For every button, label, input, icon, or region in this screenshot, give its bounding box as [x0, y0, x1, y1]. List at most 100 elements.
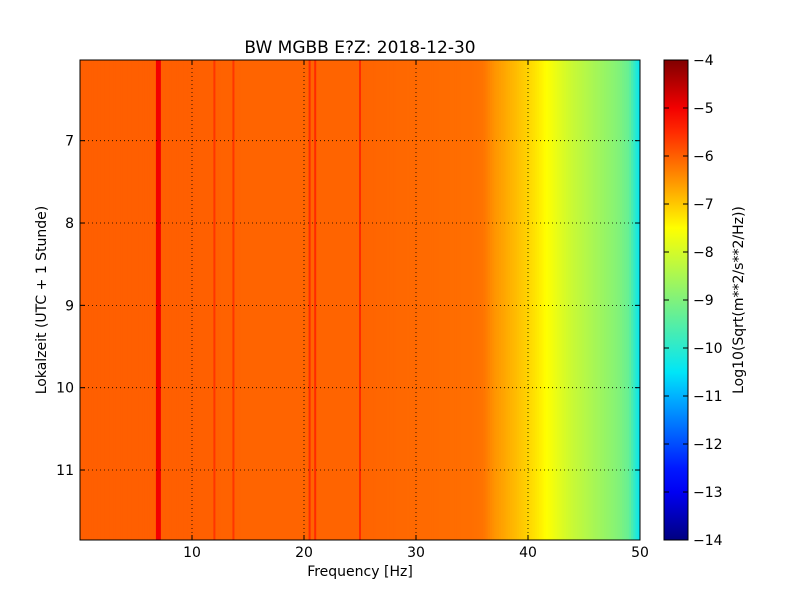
heatmap-cell	[463, 60, 466, 540]
heatmap-cell	[272, 60, 276, 540]
heatmap-cell	[124, 60, 128, 540]
heatmap-cell	[84, 60, 88, 540]
heatmap-cell	[498, 60, 502, 540]
heatmap-cell	[534, 60, 538, 540]
colorbar-tick-label: −10	[693, 341, 723, 357]
heatmap-cell	[142, 60, 146, 540]
heatmap-cell	[330, 60, 334, 540]
heatmap-cell	[601, 60, 605, 540]
heatmap-cell	[353, 60, 357, 540]
heatmap-cell	[572, 60, 576, 540]
heatmap-cell	[617, 60, 621, 540]
heatmap-cell	[93, 60, 97, 540]
heatmap-cell	[263, 60, 267, 540]
colorbar-label: Log10(Sqrt(m**2/s**2/Hz))	[731, 206, 747, 394]
heatmap-cell	[339, 60, 343, 540]
colorbar-tick-label: −13	[693, 485, 723, 501]
heatmap-cell	[619, 60, 623, 540]
heatmap-cell	[306, 60, 310, 540]
heatmap-cell	[608, 60, 612, 540]
heatmap-cell	[631, 60, 634, 540]
heatmap-cell	[250, 60, 254, 540]
colorbar-tick-label: −12	[693, 437, 723, 453]
spectral-line	[359, 60, 361, 540]
heatmap-cell	[575, 60, 578, 540]
heatmap-cell	[344, 60, 348, 540]
heatmap-cell	[319, 60, 323, 540]
heatmap-cell	[192, 60, 195, 540]
heatmap-cell	[622, 60, 625, 540]
heatmap-cell	[86, 60, 90, 540]
heatmap-cell	[279, 60, 283, 540]
heatmap-cell	[290, 60, 294, 540]
heatmap-cell	[310, 60, 314, 540]
heatmap-cell	[106, 60, 110, 540]
heatmap-cell	[548, 60, 551, 540]
heatmap-cell	[180, 60, 184, 540]
heatmap-cell	[120, 60, 124, 540]
heatmap-cell	[111, 60, 115, 540]
heatmap-cell	[176, 60, 180, 540]
x-tick-label: 30	[407, 545, 425, 561]
heatmap-cell	[559, 60, 563, 540]
heatmap-cell	[554, 60, 558, 540]
heatmap-cell	[281, 60, 285, 540]
colorbar-tick-label: −4	[693, 53, 714, 69]
heatmap-cell	[489, 60, 493, 540]
heatmap-cell	[333, 60, 336, 540]
heatmap-cell	[104, 60, 108, 540]
heatmap-cell	[95, 60, 99, 540]
colorbar-ticks: −4 −5 −6 −7 −8 −9 −10 −11 −12 −13 −14	[664, 53, 723, 549]
heatmap-cell	[301, 60, 305, 540]
heatmap-cell	[136, 60, 139, 540]
heatmap-cell	[254, 60, 258, 540]
heatmap-cell	[80, 60, 83, 540]
heatmap-cell	[539, 60, 543, 540]
heatmap-cell	[205, 60, 209, 540]
heatmap-cell	[512, 60, 516, 540]
heatmap-cell	[433, 60, 437, 540]
heatmap-cell	[541, 60, 545, 540]
heatmap-cell	[239, 60, 242, 540]
heatmap-cell	[478, 60, 482, 540]
heatmap-cell	[221, 60, 224, 540]
heatmap-cell	[563, 60, 567, 540]
heatmap-cell	[523, 60, 527, 540]
spectral-line	[232, 60, 235, 540]
y-tick-label: 9	[65, 298, 74, 314]
heatmap-cell	[375, 60, 379, 540]
spectral-line	[213, 60, 216, 540]
heatmap-cell	[476, 60, 480, 540]
heatmap-cell	[590, 60, 594, 540]
heatmap-cell	[626, 60, 630, 540]
heatmap-cell	[436, 60, 439, 540]
grid-lines	[80, 60, 640, 540]
heatmap-cell	[178, 60, 182, 540]
heatmap-cell	[236, 60, 240, 540]
heatmap-cell	[346, 60, 350, 540]
heatmap-cell	[402, 60, 406, 540]
heatmap-cell	[252, 60, 256, 540]
heatmap-cell	[637, 60, 640, 540]
heatmap-cell	[187, 60, 191, 540]
heatmap-cell	[485, 60, 489, 540]
heatmap-cell	[584, 60, 587, 540]
x-tick-label: 40	[519, 545, 537, 561]
colorbar: −4 −5 −6 −7 −8 −9 −10 −11 −12 −13 −14	[663, 53, 723, 549]
heatmap-cell	[183, 60, 186, 540]
y-tick-label: 10	[56, 381, 74, 397]
heatmap-cell	[581, 60, 585, 540]
heatmap-cell	[474, 60, 478, 540]
heatmap-cell	[597, 60, 601, 540]
heatmap-cell	[386, 60, 390, 540]
heatmap-cell	[384, 60, 388, 540]
heatmap-cell	[407, 60, 410, 540]
heatmap-cell	[492, 60, 495, 540]
heatmap-cell	[167, 60, 171, 540]
heatmap-cell	[456, 60, 460, 540]
colorbar-tick-label: −6	[693, 149, 714, 165]
heatmap-cell	[380, 60, 383, 540]
heatmap-cell	[277, 60, 280, 540]
